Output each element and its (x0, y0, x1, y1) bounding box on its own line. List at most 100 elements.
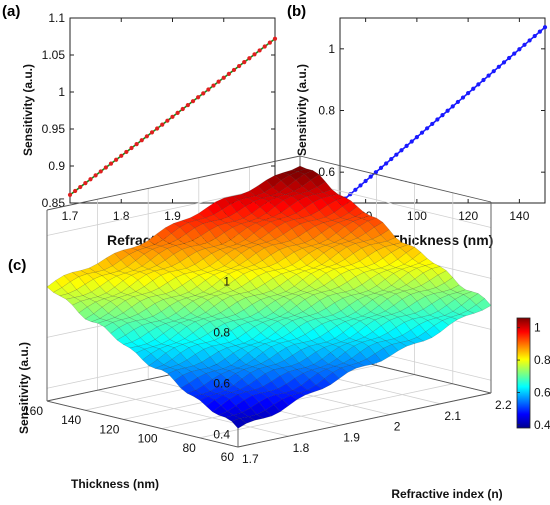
chart-b-data-point (445, 108, 450, 113)
chart-b-data-point (378, 165, 384, 170)
chart-a-data-point (93, 173, 98, 178)
chart-b-data-point (358, 183, 363, 188)
chart-a-data-point (190, 99, 196, 104)
chart-b-data-point (404, 143, 409, 148)
chart-c-ytick-label: 100 (138, 432, 158, 446)
chart-a-data-point (267, 40, 272, 45)
chart-a-ytick-label: 0.95 (42, 122, 66, 136)
chart-a-data-point (242, 60, 247, 65)
chart-a-data-point (216, 79, 221, 84)
chart-b-data-point (481, 77, 486, 83)
chart-b-data-point (353, 187, 358, 192)
chart-c-xtick-label: 1.7 (242, 452, 259, 466)
chart-a-data-point (196, 95, 201, 100)
chart-b-xtick-label: 100 (407, 209, 427, 223)
chart-a-data-point (88, 177, 93, 182)
chart-c-grid-line (199, 383, 453, 439)
chart-a-data-point (257, 48, 262, 53)
chart-b-data-point (368, 174, 373, 179)
chart-a-data-point (211, 83, 216, 88)
chart-c-xtick-label: 2 (394, 420, 401, 434)
panel-label-a: (a) (2, 3, 20, 20)
chart-b-data-point (435, 117, 440, 122)
chart-a-data-point (180, 106, 185, 112)
chart-c-ytick-label: 140 (61, 413, 81, 427)
chart-b-ytick-label: 0.8 (318, 104, 335, 118)
chart-b-data-point (527, 38, 532, 43)
chart-b-ylabel: Sensitivity (a.u.) (295, 64, 309, 156)
chart-b-data-point (532, 33, 537, 39)
colorbar (516, 317, 531, 429)
chart-b-data-point (430, 121, 435, 127)
chart-a-data-point (201, 91, 206, 96)
chart-b-data-point (476, 82, 481, 87)
chart-c-ztick-label: 0.4 (213, 427, 230, 441)
chart-a-data-point (129, 145, 134, 151)
chart-a-data-point (247, 56, 252, 61)
chart-a-data-point (98, 169, 103, 174)
colorbar-tick-label: 1 (534, 321, 541, 335)
chart-c-ylabel: Thickness (nm) (71, 477, 159, 491)
chart-a-data-point (272, 36, 278, 41)
chart-b-data-point (455, 99, 460, 105)
chart-a-data-point (124, 149, 129, 155)
chart-c-xtick-label: 2.1 (444, 409, 461, 423)
chart-c-zlabel: Sensitivity (a.u.) (17, 342, 31, 434)
chart-a-data-point (165, 118, 170, 123)
chart-c-ytick-label: 80 (182, 441, 196, 455)
chart-b-data-point (440, 113, 445, 118)
chart-b-xtick-label: 140 (509, 209, 529, 223)
chart-b-xtick-label: 120 (458, 209, 478, 223)
chart-a-data-point (221, 75, 226, 80)
chart-b-xlabel: Thickness (nm) (391, 232, 494, 248)
chart-b-data-point (501, 60, 507, 65)
chart-a-data-point (160, 122, 165, 127)
chart-a-data-point (67, 192, 73, 197)
chart-b-data-point (537, 29, 542, 34)
chart-a-data-point (175, 110, 180, 115)
chart-a-data-point (149, 130, 155, 135)
chart-c-box-edge (46, 155, 301, 211)
chart-a-data-point (119, 153, 124, 158)
chart-a-data-point (262, 44, 267, 49)
chart-a-data-point (114, 157, 119, 162)
chart-b-data-point (471, 86, 476, 91)
chart-b-data-point (425, 126, 430, 131)
chart-b-data-point (389, 156, 394, 162)
chart-c-xtick-label: 1.9 (343, 430, 360, 444)
colorbar-tick-label: 0.6 (534, 385, 550, 399)
chart-b-ytick-label: 1 (328, 42, 335, 56)
chart-a-ylabel: Sensitivity (a.u.) (21, 64, 35, 156)
chart-a-data-point (237, 63, 242, 69)
chart-c: 0.40.60.8160801001201401601.71.81.922.12… (17, 155, 550, 501)
colorbar-tick-label: 0.4 (534, 418, 550, 432)
chart-b-data-point (491, 69, 496, 74)
chart-a-data-point (185, 102, 190, 108)
chart-c-ytick-label: 120 (99, 422, 119, 436)
panel-label-b: (b) (287, 3, 306, 20)
chart-b-data-point (399, 148, 404, 153)
chart-c-box-edge (46, 400, 239, 448)
chart-a-data-point (134, 142, 139, 147)
chart-c-xtick-label: 1.8 (293, 441, 310, 455)
chart-a-data-point (108, 161, 114, 166)
chart-a-data-point (155, 126, 160, 131)
chart-a-ytick-label: 1.05 (42, 48, 66, 62)
chart-a-xtick-label: 1.7 (62, 209, 79, 223)
chart-b-data-point (373, 170, 378, 175)
chart-b-data-point (507, 55, 512, 61)
chart-c-surface-patch (231, 418, 247, 429)
chart-c-xlabel: Refractive index (n) (391, 487, 502, 501)
chart-b-data-point (450, 104, 455, 109)
chart-a-ytick-label: 1.1 (48, 11, 65, 25)
chart-b-data-point (512, 51, 517, 56)
chart-a-xtick-label: 1.9 (164, 209, 181, 223)
chart-b-data-point (517, 47, 522, 52)
chart-a-data-point (139, 138, 144, 143)
chart-b-data-point (496, 64, 501, 69)
chart-c-xtick-label: 2.2 (495, 398, 512, 412)
chart-b-data-point (486, 73, 491, 78)
chart-c-ztick-label: 0.6 (213, 376, 230, 390)
